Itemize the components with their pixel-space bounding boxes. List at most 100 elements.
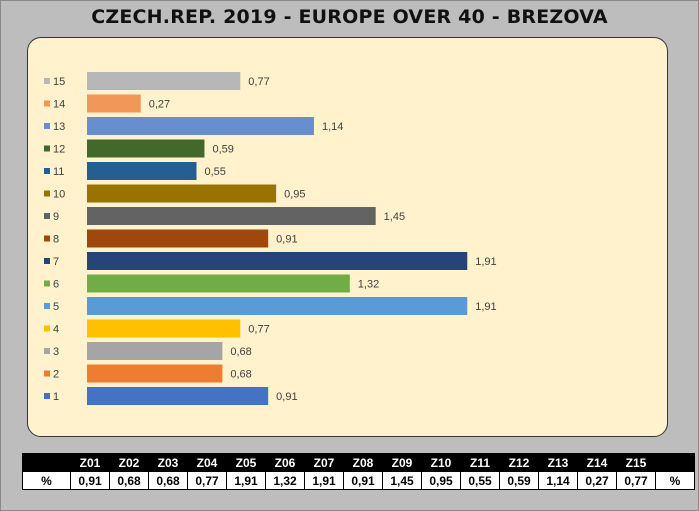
bar-chart: 1 0,91 2 0,68 3 0,68 4 0,77 5 1,91 6 1,32 7 1,91 8 0,91… (44, 72, 497, 405)
category-label: 9 (53, 211, 59, 223)
category-key-7 (44, 258, 50, 264)
category-label: 10 (53, 189, 65, 201)
table-header-cell: Z09 (382, 453, 422, 472)
category-label: 11 (53, 166, 64, 178)
category-label: 5 (53, 301, 59, 313)
category-key-11 (44, 168, 50, 174)
category-label: 14 (53, 99, 65, 111)
table-header-cell: Z03 (148, 453, 188, 472)
table-value-cell: 1,91 (226, 471, 266, 490)
bar-7 (87, 252, 468, 270)
table-value-cell: 1,45 (382, 471, 422, 490)
data-table: Z01 Z02 Z03 Z04 Z05 Z06 Z07 Z08 Z09 Z10 … (22, 453, 695, 490)
category-key-2 (44, 370, 50, 377)
table-value-cell: 0,27 (577, 471, 617, 490)
table-row-label-left: % (22, 471, 71, 490)
table-value-cell: 0,77 (616, 471, 656, 490)
category-key-15 (44, 78, 50, 84)
table-header-cell: Z05 (226, 453, 266, 472)
bar-value-label: 0,91 (276, 391, 297, 403)
table-header-cell: Z08 (343, 453, 383, 472)
table-header-cell: Z15 (616, 453, 656, 472)
bar-value-label: 0,68 (230, 346, 251, 358)
table-value-cell: 0,95 (421, 471, 461, 490)
bar-value-label: 1,14 (322, 121, 343, 133)
table-header-cell: Z01 (70, 453, 110, 472)
table-value-cell: 1,32 (265, 471, 305, 490)
category-label: 3 (53, 346, 59, 358)
category-key-3 (44, 348, 50, 354)
category-key-5 (44, 303, 50, 309)
bar-value-label: 1,91 (475, 301, 496, 313)
table-value-cell: 0,55 (460, 471, 500, 490)
bar-value-label: 0,77 (248, 324, 269, 336)
bar-8 (87, 229, 269, 248)
table-header-cell: Z10 (421, 453, 461, 472)
bar-value-label: 0,91 (276, 234, 297, 246)
category-key-12 (44, 145, 50, 152)
table-header-cell: Z07 (304, 453, 344, 472)
bar-4 (87, 319, 241, 338)
bar-1 (87, 387, 269, 405)
category-label: 7 (53, 256, 59, 268)
category-key-14 (44, 100, 50, 107)
category-label: 6 (53, 279, 59, 291)
bar-value-label: 0,77 (248, 76, 269, 88)
category-label: 4 (53, 324, 59, 336)
table-value-cell: 0,59 (499, 471, 539, 490)
bar-9 (87, 207, 376, 225)
table-corner-cell (22, 453, 71, 472)
category-label: 2 (53, 369, 59, 381)
table-value-cell: 0,68 (109, 471, 149, 490)
table-header-cell: Z12 (499, 453, 539, 472)
bar-value-label: 0,55 (205, 166, 226, 178)
bar-value-label: 0,68 (230, 369, 251, 381)
category-key-4 (44, 325, 50, 332)
category-label: 8 (53, 234, 59, 246)
table-value-cell: 1,91 (304, 471, 344, 490)
table-value-cell: 0,68 (148, 471, 188, 490)
table-value-cell: 0,91 (343, 471, 383, 490)
table-header-row: Z01 Z02 Z03 Z04 Z05 Z06 Z07 Z08 Z09 Z10 … (22, 453, 695, 472)
bar-10 (87, 184, 277, 203)
table-header-cell: Z02 (109, 453, 149, 472)
table-header-cell: Z11 (460, 453, 500, 472)
bar-value-label: 0,27 (149, 99, 170, 111)
table-header-cell: Z13 (538, 453, 578, 472)
table-value-cell: 1,14 (538, 471, 578, 490)
bar-value-label: 1,32 (358, 279, 379, 291)
category-key-1 (44, 393, 50, 399)
table-value-cell: 0,91 (70, 471, 110, 490)
bar-13 (87, 117, 314, 135)
category-key-10 (44, 190, 50, 197)
category-label: 13 (53, 121, 65, 133)
chart-title: CZECH.REP. 2019 - EUROPE OVER 40 - BREZO… (91, 6, 608, 28)
bar-12 (87, 139, 205, 158)
bar-3 (87, 342, 223, 360)
category-label: 12 (53, 144, 65, 156)
table-header-cell: Z14 (577, 453, 617, 472)
category-label: 15 (53, 76, 65, 88)
bar-value-label: 0,95 (284, 189, 305, 201)
category-key-8 (44, 235, 50, 242)
bar-value-label: 1,45 (384, 211, 405, 223)
table-header-cell: Z06 (265, 453, 305, 472)
bar-6 (87, 274, 350, 293)
table-header-cell: Z04 (187, 453, 227, 472)
category-key-9 (44, 213, 50, 219)
bar-value-label: 0,59 (212, 144, 233, 156)
bar-15 (87, 72, 241, 90)
category-key-13 (44, 123, 50, 129)
bar-14 (87, 94, 141, 113)
bar-2 (87, 364, 223, 383)
bar-value-label: 1,91 (475, 256, 496, 268)
plot-area: 1 0,91 2 0,68 3 0,68 4 0,77 5 1,91 6 1,32 7 1,91 8 0,91… (27, 37, 668, 437)
category-label: 1 (53, 391, 59, 403)
bar-5 (87, 297, 468, 315)
table-values-row: % 0,91 0,68 0,68 0,77 1,91 1,32 1,91 0,9… (22, 471, 695, 490)
table-row-label-right: % (655, 471, 695, 490)
bar-11 (87, 162, 197, 180)
table-corner-cell (655, 453, 695, 472)
table-value-cell: 0,77 (187, 471, 227, 490)
category-key-6 (44, 280, 50, 287)
